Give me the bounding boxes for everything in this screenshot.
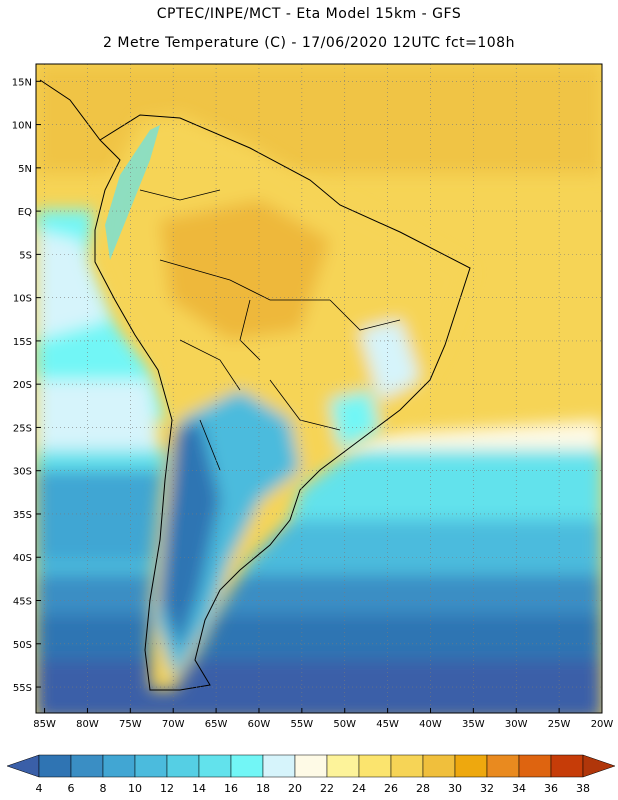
lat-tick-label: 40S: [13, 553, 32, 564]
lon-tick-label: 65W: [205, 719, 228, 730]
colorbar-tick-label: 12: [160, 782, 174, 795]
colorbar-tick-label: 22: [320, 782, 334, 795]
colorbar-tick-label: 24: [352, 782, 366, 795]
colorbar-tick-label: 18: [256, 782, 270, 795]
lat-tick-label: EQ: [18, 207, 32, 218]
colorbar-tick-label: 38: [576, 782, 590, 795]
colorbar-swatch: [358, 754, 392, 778]
colorbar-swatch: [262, 754, 296, 778]
colorbar-tick-label: 16: [224, 782, 238, 795]
colorbar-tick-label: 10: [128, 782, 142, 795]
lon-tick-label: 50W: [333, 719, 356, 730]
colorbar-swatch: [454, 754, 488, 778]
map-title-line1: CPTEC/INPE/MCT - Eta Model 15km - GFS: [156, 6, 462, 22]
colorbar-swatch: [422, 754, 456, 778]
colorbar-tick-label: 20: [288, 782, 302, 795]
colorbar-tick-label: 36: [544, 782, 558, 795]
colorbar-tick-label: 6: [68, 782, 75, 795]
colorbar-swatch: [486, 754, 520, 778]
lon-tick-label: 40W: [419, 719, 442, 730]
lat-tick-label: 30S: [13, 467, 32, 478]
colorbar-tick-label: 32: [480, 782, 494, 795]
lon-tick-label: 75W: [119, 719, 142, 730]
colorbar-tick-label: 26: [384, 782, 398, 795]
colorbar-tick-label: 4: [36, 782, 43, 795]
lat-tick-label: 45S: [13, 597, 32, 608]
colorbar-tick-label: 8: [100, 782, 107, 795]
lat-tick-label: 10N: [12, 121, 32, 132]
colorbar-swatch: [550, 754, 584, 778]
temperature-field: [36, 64, 602, 713]
longitude-labels: 85W 80W 75W 70W 65W 60W 55W 50W 45W 40W 35W 30W 25W 2…: [33, 708, 613, 730]
colorbar-high-arrow: [582, 754, 616, 778]
lon-tick-label: 85W: [33, 719, 56, 730]
colorbar-swatch: [198, 754, 232, 778]
lon-tick-label: 55W: [291, 719, 314, 730]
lat-tick-label: 5N: [18, 164, 32, 175]
lon-tick-label: 60W: [248, 719, 271, 730]
lat-tick-label: 15S: [13, 337, 32, 348]
lon-tick-label: 20W: [591, 719, 614, 730]
lon-tick-label: 80W: [76, 719, 99, 730]
lat-tick-label: 50S: [13, 640, 32, 651]
colorbar-tick-label: 34: [512, 782, 526, 795]
colorbar-swatch: [294, 754, 328, 778]
lat-tick-label: 35S: [13, 510, 32, 521]
colorbar-tick-label: 28: [416, 782, 430, 795]
lon-tick-label: 25W: [548, 719, 571, 730]
lon-tick-label: 70W: [162, 719, 185, 730]
colorbar-swatch: [38, 754, 72, 778]
colorbar-swatch: [134, 754, 168, 778]
lon-tick-label: 45W: [376, 719, 399, 730]
colorbar-tick-label: 14: [192, 782, 206, 795]
colorbar-low-arrow: [6, 754, 40, 778]
plot-frame: [35, 63, 603, 714]
colorbar-swatch: [166, 754, 200, 778]
lat-tick-label: 5S: [19, 250, 32, 261]
lat-tick-label: 20S: [13, 380, 32, 391]
colorbar-swatch: [326, 754, 360, 778]
lon-tick-label: 35W: [462, 719, 485, 730]
colorbar-swatch: [102, 754, 136, 778]
lat-tick-label: 10S: [13, 294, 32, 305]
lat-tick-label: 25S: [13, 423, 32, 434]
temperature-map: 15N 10N 5N EQ 5S 10S 15S 20S 25S 30S 35S 40S 45S 50S 5…: [12, 63, 613, 730]
colorbar-swatch: [230, 754, 264, 778]
colorbar-swatch: [390, 754, 424, 778]
colorbar-swatch: [70, 754, 104, 778]
colorbar: 4 6 8 10 12 14 16 18 20 22 24 26 28 30 32 34 36 38: [6, 754, 616, 795]
colorbar-swatch: [518, 754, 552, 778]
colorbar-tick-label: 30: [448, 782, 462, 795]
lat-tick-label: 15N: [12, 77, 32, 88]
map-title-line2: 2 Metre Temperature (C) - 17/06/2020 12U…: [103, 35, 515, 51]
lat-tick-label: 55S: [13, 683, 32, 694]
latitude-labels: 15N 10N 5N EQ 5S 10S 15S 20S 25S 30S 35S 40S 45S 50S 5…: [12, 77, 41, 694]
lon-tick-label: 30W: [505, 719, 528, 730]
